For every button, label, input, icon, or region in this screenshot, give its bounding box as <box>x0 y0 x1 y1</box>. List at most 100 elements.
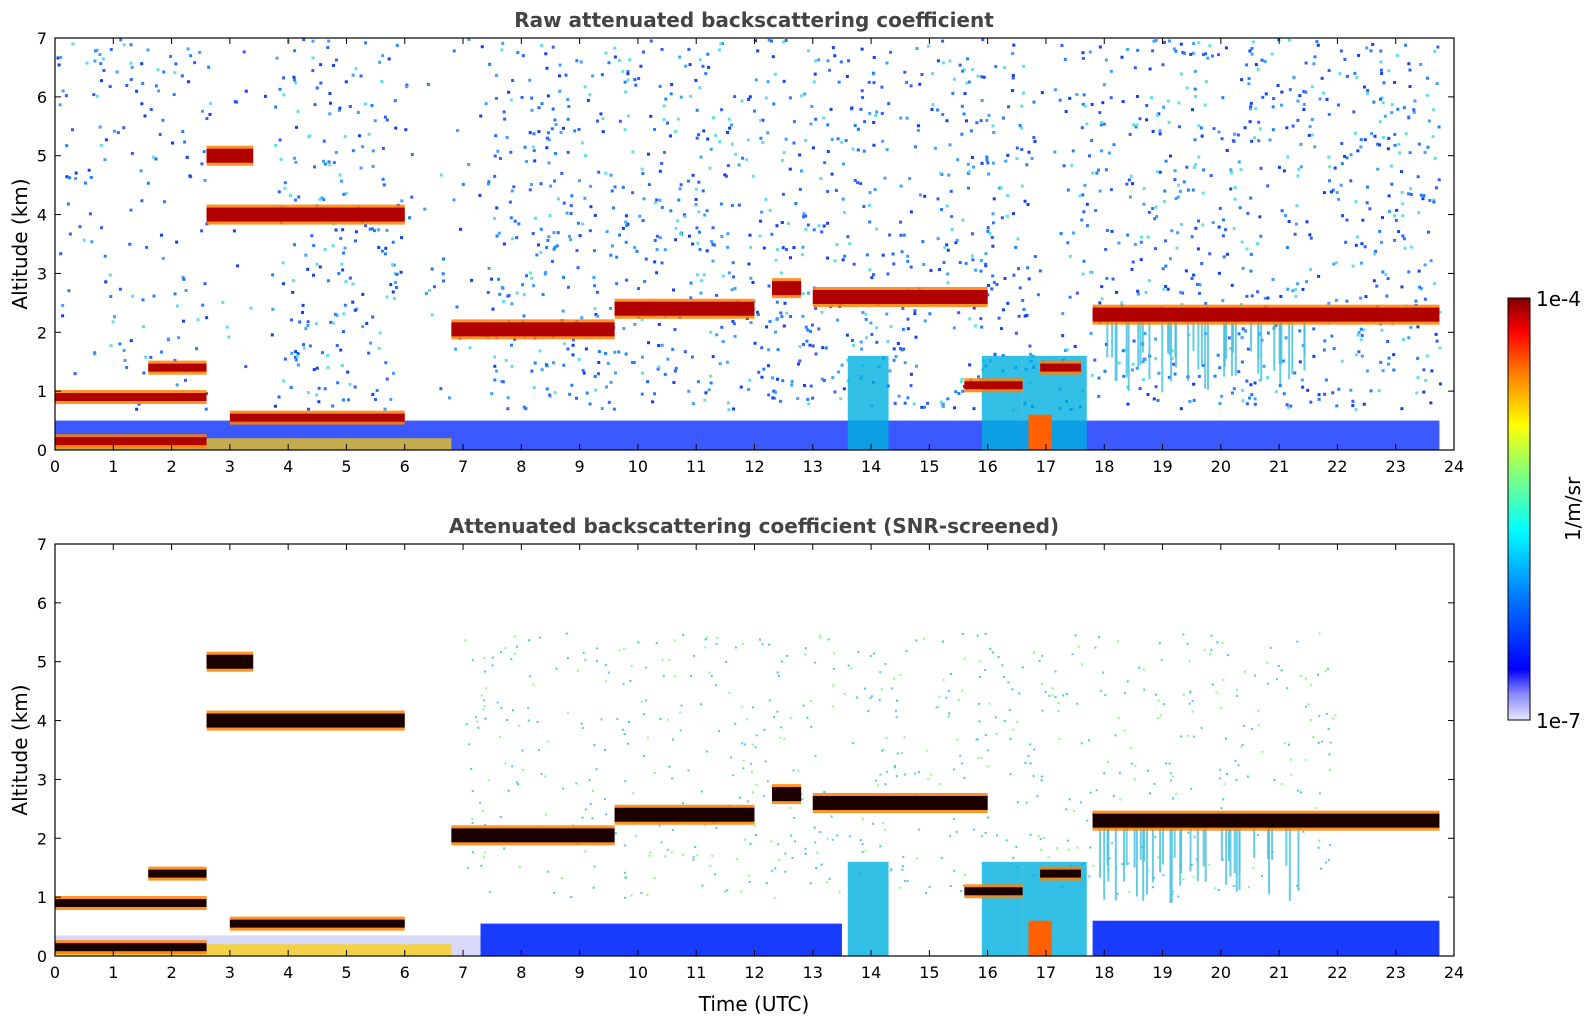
noise-pixel <box>539 182 543 186</box>
noise-pixel <box>1080 742 1083 745</box>
noise-pixel <box>353 239 357 243</box>
noise-pixel <box>952 768 955 771</box>
noise-pixel <box>984 632 987 635</box>
noise-pixel <box>709 330 713 334</box>
noise-pixel <box>575 782 578 785</box>
noise-pixel <box>1023 199 1027 203</box>
noise-pixel <box>1216 353 1220 357</box>
noise-pixel <box>880 688 883 691</box>
noise-pixel <box>766 131 770 135</box>
noise-pixel <box>988 231 992 235</box>
noise-pixel <box>1065 692 1068 695</box>
noise-pixel <box>315 262 319 266</box>
noise-pixel <box>792 120 796 124</box>
noise-pixel <box>1248 396 1252 400</box>
noise-pixel <box>1229 187 1233 191</box>
noise-pixel <box>1317 393 1321 397</box>
noise-pixel <box>506 407 510 411</box>
noise-pixel <box>1215 691 1218 694</box>
noise-pixel <box>104 280 108 284</box>
noise-pixel <box>317 386 321 390</box>
noise-pixel <box>1281 359 1285 363</box>
noise-pixel <box>1076 702 1079 705</box>
noise-pixel <box>1189 690 1192 693</box>
noise-pixel <box>119 38 123 42</box>
noise-pixel <box>1232 884 1235 887</box>
noise-pixel <box>552 231 556 235</box>
noise-pixel <box>1263 60 1267 64</box>
noise-pixel <box>899 220 903 224</box>
noise-pixel <box>883 176 887 180</box>
noise-pixel <box>781 246 785 250</box>
noise-pixel <box>702 129 706 133</box>
noise-pixel <box>550 127 554 131</box>
noise-pixel <box>59 55 63 59</box>
noise-pixel <box>1212 127 1216 131</box>
noise-pixel <box>1026 203 1030 207</box>
noise-pixel <box>200 162 204 166</box>
noise-pixel <box>948 59 952 63</box>
noise-pixel <box>1081 193 1085 197</box>
noise-pixel <box>1119 798 1122 801</box>
noise-pixel <box>625 278 629 282</box>
noise-pixel <box>626 78 630 82</box>
noise-pixel <box>860 89 864 93</box>
noise-pixel <box>1423 150 1427 154</box>
noise-pixel <box>696 380 700 384</box>
noise-pixel <box>579 60 583 64</box>
noise-pixel <box>1296 174 1300 178</box>
noise-pixel <box>335 344 339 348</box>
noise-pixel <box>642 754 645 757</box>
noise-pixel <box>1095 789 1098 792</box>
x-tick-label: 9 <box>575 457 585 476</box>
noise-pixel <box>772 389 776 393</box>
noise-pixel <box>980 325 984 329</box>
noise-pixel <box>747 874 750 877</box>
noise-pixel <box>583 154 587 158</box>
noise-pixel <box>704 824 707 827</box>
y-tick-label: 4 <box>37 206 47 225</box>
noise-pixel <box>1068 798 1071 801</box>
noise-pixel <box>1349 179 1353 183</box>
noise-pixel <box>342 312 346 316</box>
noise-pixel <box>468 743 471 746</box>
noise-pixel <box>745 158 749 162</box>
noise-pixel <box>1150 96 1154 100</box>
noise-pixel <box>607 671 610 674</box>
x-tick-label: 21 <box>1269 457 1289 476</box>
noise-pixel <box>589 184 593 188</box>
noise-pixel <box>1227 654 1230 657</box>
noise-pixel <box>1327 68 1331 72</box>
noise-pixel <box>1085 224 1089 228</box>
noise-pixel <box>1168 257 1172 261</box>
noise-pixel <box>528 78 532 82</box>
noise-pixel <box>679 95 683 99</box>
noise-pixel <box>835 243 839 247</box>
noise-pixel <box>283 186 287 190</box>
noise-pixel <box>1241 388 1245 392</box>
noise-pixel <box>853 178 857 182</box>
noise-pixel <box>901 306 905 310</box>
noise-pixel <box>1221 218 1225 222</box>
noise-pixel <box>679 711 682 714</box>
noise-pixel <box>313 103 317 107</box>
noise-pixel <box>1100 297 1104 301</box>
noise-pixel <box>1325 861 1328 864</box>
x-ticks-screened: 0 1 2 3 4 5 6 7 8 9 10 11 12 13 14 15 16 17 18 19 20 21 22 23 24 <box>50 544 1464 982</box>
noise-pixel <box>707 65 711 69</box>
noise-pixel <box>903 401 907 405</box>
noise-pixel <box>1238 206 1242 210</box>
noise-pixel <box>1173 178 1177 182</box>
noise-pixel <box>1425 93 1429 97</box>
noise-pixel <box>705 750 708 753</box>
noise-pixel <box>381 147 385 151</box>
noise-pixel <box>738 796 741 799</box>
noise-pixel <box>140 102 144 106</box>
noise-pixel <box>249 306 253 310</box>
noise-pixel <box>1332 347 1336 351</box>
noise-pixel <box>1417 269 1421 273</box>
noise-pixel <box>832 684 835 687</box>
noise-pixel <box>274 105 278 109</box>
noise-pixel <box>1154 205 1158 209</box>
noise-pixel <box>1189 52 1193 56</box>
